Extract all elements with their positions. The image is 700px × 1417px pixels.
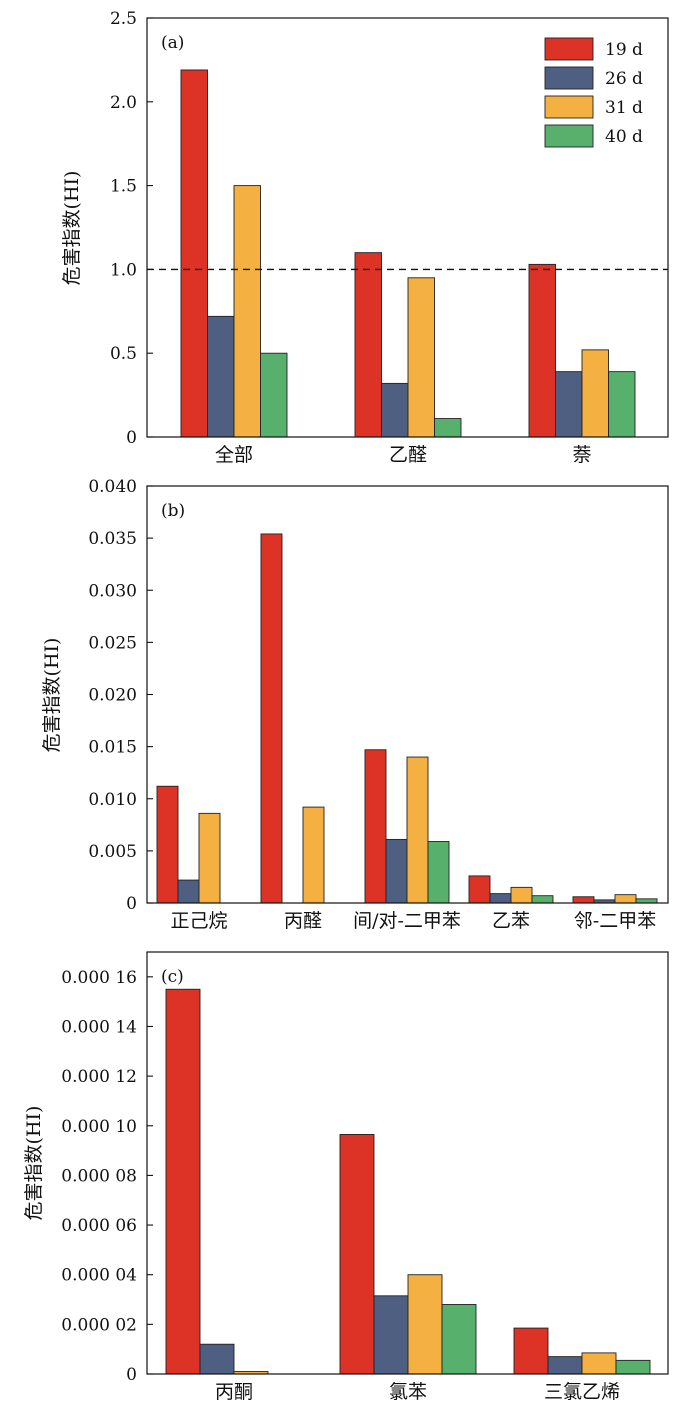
legend-label: 19 d <box>605 40 643 60</box>
y-tick-label: 0.010 <box>88 790 137 810</box>
bar-19d-4 <box>572 896 595 904</box>
y-tick-label: 0 <box>126 428 137 448</box>
bar-19d-3 <box>468 875 491 904</box>
bar-26d-2 <box>385 838 408 904</box>
y-tick-label: 0.030 <box>88 581 137 601</box>
bar-19d-2 <box>528 263 556 438</box>
y-tick-label: 0.000 16 <box>61 968 137 988</box>
y-tick-label: 0 <box>126 1365 137 1385</box>
bar-31d-4 <box>614 894 637 904</box>
y-tick-label: 0.000 06 <box>61 1216 137 1236</box>
y-tick-label: 0.000 04 <box>61 1266 137 1286</box>
chart-panel-3: 丙酮 氯苯 三氯乙烯 0 0.000 02 0.000 04 0.000 06 0.000 0… <box>23 951 669 1403</box>
y-tick-label: 0.040 <box>88 477 137 497</box>
bar-31d-2 <box>406 756 429 904</box>
y-tick-label: 0.5 <box>110 344 137 364</box>
y-tick-label: 0 <box>126 894 137 914</box>
legend-swatch <box>544 124 594 148</box>
bars <box>180 69 636 438</box>
bar-26d-1 <box>381 382 409 438</box>
bar-19d-1 <box>339 1133 375 1375</box>
plot-frame <box>146 951 669 1375</box>
bars <box>156 533 658 904</box>
bars <box>165 988 651 1375</box>
y-tick-label: 2.0 <box>110 93 137 113</box>
y-tick-label: 0.015 <box>88 738 137 758</box>
y-tick-label: 1.0 <box>110 260 137 280</box>
bar-26d-3 <box>489 893 512 904</box>
y-tick-label: 0.005 <box>88 842 137 862</box>
bar-40d-2 <box>427 841 450 904</box>
bar-31d-2 <box>581 1352 617 1375</box>
bar-19d-0 <box>156 785 179 904</box>
bar-31d-3 <box>510 886 533 904</box>
category-label: 邻-二甲苯 <box>574 910 656 932</box>
bar-40d-2 <box>615 1359 651 1375</box>
category-label: 乙醛 <box>389 444 427 466</box>
category-label: 全部 <box>215 444 253 466</box>
legend: 19 d 26 d 31 d 40 d <box>544 37 643 148</box>
panel-label: (a) <box>161 33 184 53</box>
y-axis-title: 危害指数(HI) <box>61 171 83 286</box>
y-tick-label: 1.5 <box>110 177 137 197</box>
y-tick-label: 0.000 02 <box>61 1315 137 1335</box>
bar-19d-1 <box>354 252 382 438</box>
y-tick-label: 0.000 12 <box>61 1067 137 1087</box>
bar-19d-2 <box>364 749 387 904</box>
legend-label: 26 d <box>605 69 643 89</box>
bar-19d-0 <box>165 988 201 1375</box>
category-label: 乙苯 <box>492 910 530 932</box>
legend-label: 31 d <box>605 98 643 118</box>
category-label: 三氯乙烯 <box>544 1381 620 1403</box>
bar-31d-2 <box>581 349 609 438</box>
bar-26d-2 <box>547 1356 583 1375</box>
category-label: 丙醛 <box>284 910 322 932</box>
panel-label: (b) <box>161 501 185 521</box>
category-label: 氯苯 <box>389 1381 427 1403</box>
legend-swatch <box>544 66 594 90</box>
bar-31d-0 <box>233 185 261 438</box>
bar-26d-1 <box>373 1295 409 1375</box>
bar-40d-1 <box>441 1304 477 1375</box>
bar-40d-0 <box>260 352 288 438</box>
y-tick-label: 0.020 <box>88 686 137 706</box>
legend-label: 40 d <box>605 127 643 147</box>
bar-31d-1 <box>407 1274 443 1375</box>
legend-swatch <box>544 95 594 119</box>
bar-31d-1 <box>302 806 325 904</box>
y-tick-label: 0.000 14 <box>61 1017 137 1037</box>
bar-31d-1 <box>407 277 435 438</box>
y-axis-title: 危害指数(HI) <box>41 638 63 753</box>
category-label: 间/对-二甲苯 <box>353 910 461 932</box>
bar-26d-2 <box>555 371 583 438</box>
bar-26d-0 <box>177 879 200 904</box>
bar-40d-3 <box>531 895 554 904</box>
y-tick-label: 0.000 10 <box>61 1117 137 1137</box>
chart-panel-2: 正己烷 丙醛 间/对-二甲苯 乙苯 邻-二甲苯 0 0.005 0.010 0.015 0.020… <box>41 477 669 932</box>
bar-19d-0 <box>180 69 208 438</box>
bar-40d-1 <box>434 418 462 438</box>
bar-31d-0 <box>198 812 221 904</box>
y-tick-label: 0.025 <box>88 633 137 653</box>
bar-19d-2 <box>513 1327 549 1375</box>
y-tick-label: 0.000 08 <box>61 1166 137 1186</box>
category-label: 正己烷 <box>170 910 227 932</box>
legend-swatch <box>544 37 594 61</box>
y-tick-label: 2.5 <box>110 9 137 29</box>
plot-frame <box>146 17 669 438</box>
bar-40d-2 <box>608 371 636 438</box>
bar-26d-0 <box>199 1343 235 1375</box>
bar-19d-1 <box>260 533 283 904</box>
panel-label: (c) <box>161 967 184 987</box>
y-tick-label: 0.035 <box>88 529 137 549</box>
bar-26d-0 <box>207 315 235 438</box>
y-axis-title: 危害指数(HI) <box>23 1106 45 1221</box>
chart-panel-1: 全部 乙醛 萘 0 0.5 1.0 1.5 2.0 2.5 危害指数(HI) (a) 19 d 26 d… <box>61 9 669 466</box>
bar-40d-4 <box>635 898 658 904</box>
category-label: 丙酮 <box>215 1381 253 1403</box>
category-label: 萘 <box>572 444 591 466</box>
